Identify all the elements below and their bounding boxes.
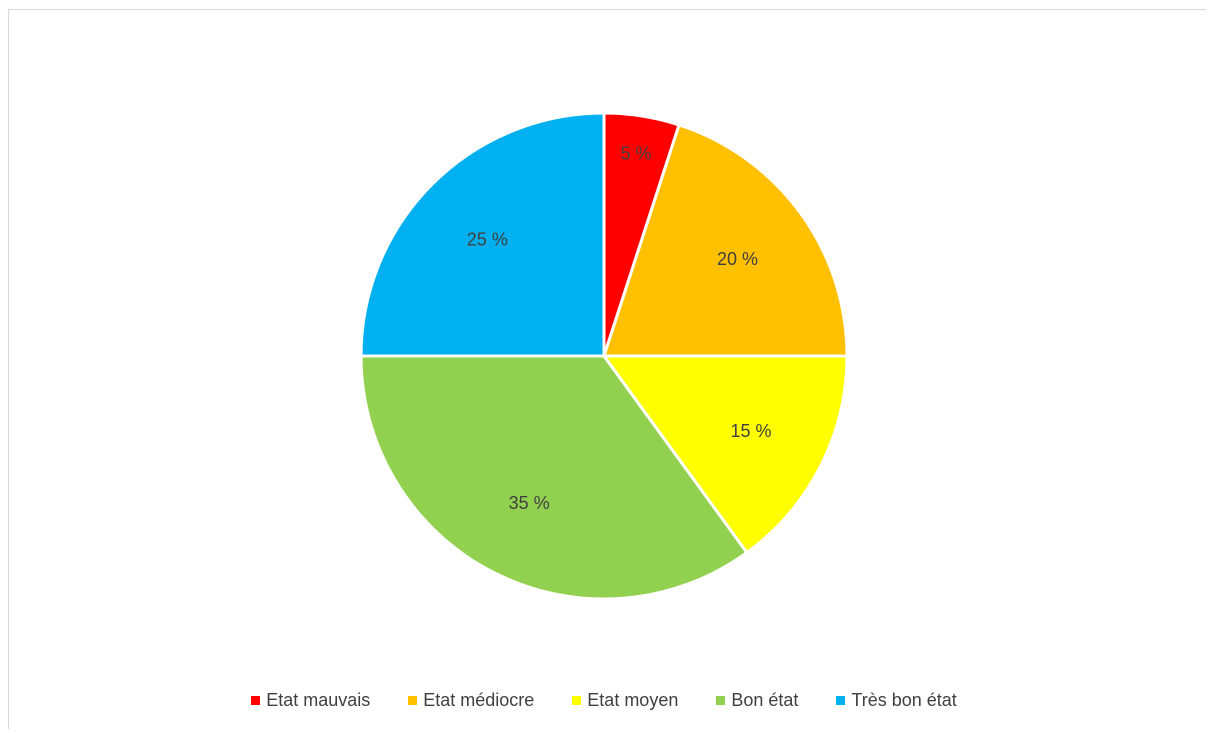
pie-data-label-2: 20 % [717, 249, 758, 269]
legend-item-4: Bon état [716, 690, 798, 711]
legend-item-1: Etat mauvais [251, 690, 370, 711]
pie-data-label-1: 5 % [621, 144, 652, 164]
legend-item-3: Etat moyen [572, 690, 678, 711]
pie-slice-5 [359, 111, 606, 358]
legend-label: Bon état [731, 690, 799, 710]
legend-label: Etat mauvais [266, 690, 371, 710]
pie-slices [359, 111, 849, 601]
pie-data-label-3: 15 % [731, 421, 772, 441]
legend-label: Etat médiocre [423, 690, 535, 710]
pie-data-labels: 5 % 20 % 15 % 35 % 25 % [467, 144, 772, 513]
chart-frame [8, 9, 1206, 729]
legend-swatch [408, 696, 418, 705]
legend-swatch [836, 696, 846, 705]
pie-slice-3 [602, 354, 849, 555]
legend-item-2: Etat médiocre [408, 690, 534, 711]
legend-swatch [716, 696, 726, 705]
pie-chart: 5 % 20 % 15 % 35 % 25 % [359, 111, 849, 601]
legend-swatch [572, 696, 582, 705]
pie-data-label-5: 25 % [467, 229, 508, 249]
legend-swatch [251, 696, 261, 705]
pie-slice-4 [359, 354, 749, 601]
legend-label: Très bon état [851, 690, 957, 710]
pie-data-label-4: 35 % [509, 493, 550, 513]
chart-legend: Etat mauvais Etat médiocre Etat moyen Bon é… [0, 690, 1208, 711]
pie-slice-2 [602, 123, 849, 358]
legend-label: Etat moyen [587, 690, 679, 710]
legend-item-5: Très bon état [836, 690, 957, 711]
